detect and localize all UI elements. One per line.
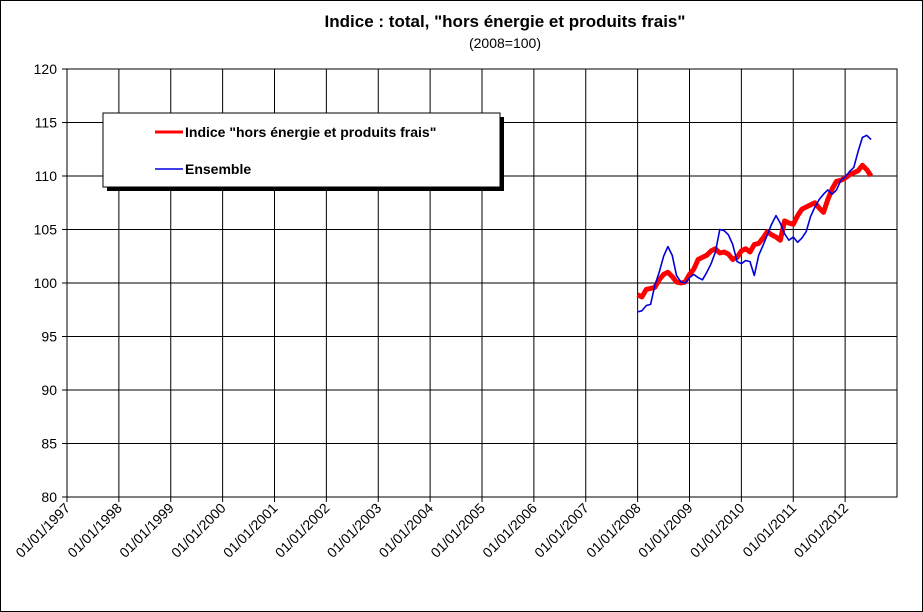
series-line <box>636 162 874 300</box>
series-line <box>637 134 872 313</box>
y-tick-label: 105 <box>34 222 58 238</box>
legend <box>102 112 501 188</box>
chart-subtitle: (2008=100) <box>469 35 541 51</box>
y-tick-label: 120 <box>34 61 58 77</box>
y-tick-label: 110 <box>35 168 58 184</box>
y-tick-label: 100 <box>34 275 58 291</box>
legend-label: Ensemble <box>185 161 251 177</box>
y-tick-label: 90 <box>41 382 57 398</box>
y-tick-label: 115 <box>35 115 58 131</box>
legend-label: Indice "hors énergie et produits frais" <box>185 124 436 140</box>
chart-title: Indice : total, "hors énergie et produit… <box>325 12 686 31</box>
y-tick-label: 80 <box>41 489 57 505</box>
y-tick-label: 95 <box>41 329 57 345</box>
y-tick-label: 85 <box>41 436 57 452</box>
